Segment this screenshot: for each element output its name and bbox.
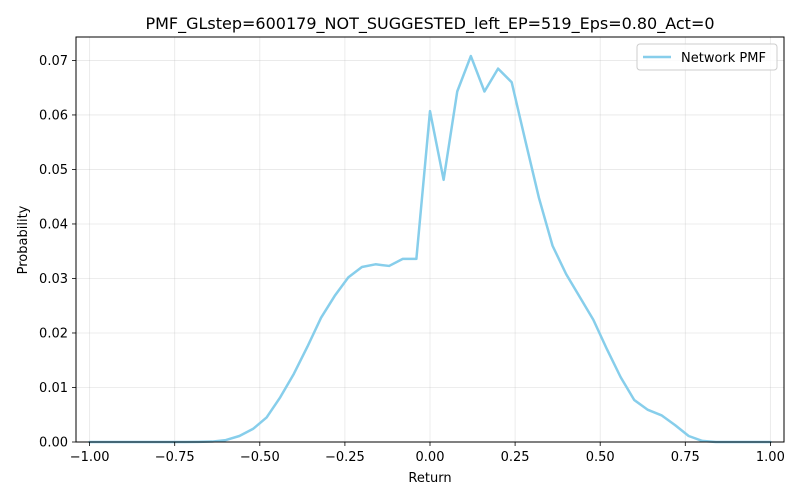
chart-title: PMF_GLstep=600179_NOT_SUGGESTED_left_EP=…: [145, 14, 714, 34]
x-tick-label: 0.00: [416, 450, 445, 465]
x-tick-label: −0.25: [325, 450, 365, 465]
y-tick-label: 0.03: [39, 272, 68, 287]
y-tick-label: 0.00: [39, 436, 68, 451]
x-tick-label: 0.50: [586, 450, 615, 465]
y-axis: 0.00 0.01 0.02 0.03 0.04 0.05 0.06 0.07: [39, 54, 76, 451]
y-tick-label: 0.05: [39, 163, 68, 178]
x-tick-label: 1.00: [756, 450, 785, 465]
x-tick-label: −1.00: [70, 450, 110, 465]
legend-box: [636, 43, 778, 71]
grid-layer: [76, 37, 784, 443]
x-tick-label: 0.25: [501, 450, 530, 465]
x-tick-label: −0.75: [155, 450, 195, 465]
legend-label: Network PMF: [681, 51, 766, 66]
y-tick-label: 0.07: [39, 54, 68, 69]
x-tick-label: −0.50: [240, 450, 280, 465]
x-axis-label: Return: [408, 471, 451, 486]
y-axis-label: Probability: [16, 205, 31, 274]
legend: Network PMF: [636, 43, 778, 71]
x-tick-label: 0.75: [671, 450, 700, 465]
y-tick-label: 0.04: [39, 217, 68, 232]
x-axis: −1.00 −0.75 −0.50 −0.25 0.00 0.25 0.50 0.75 1.00: [70, 442, 785, 465]
y-tick-label: 0.01: [39, 381, 68, 396]
y-tick-label: 0.02: [39, 326, 68, 341]
y-tick-label: 0.06: [39, 108, 68, 123]
